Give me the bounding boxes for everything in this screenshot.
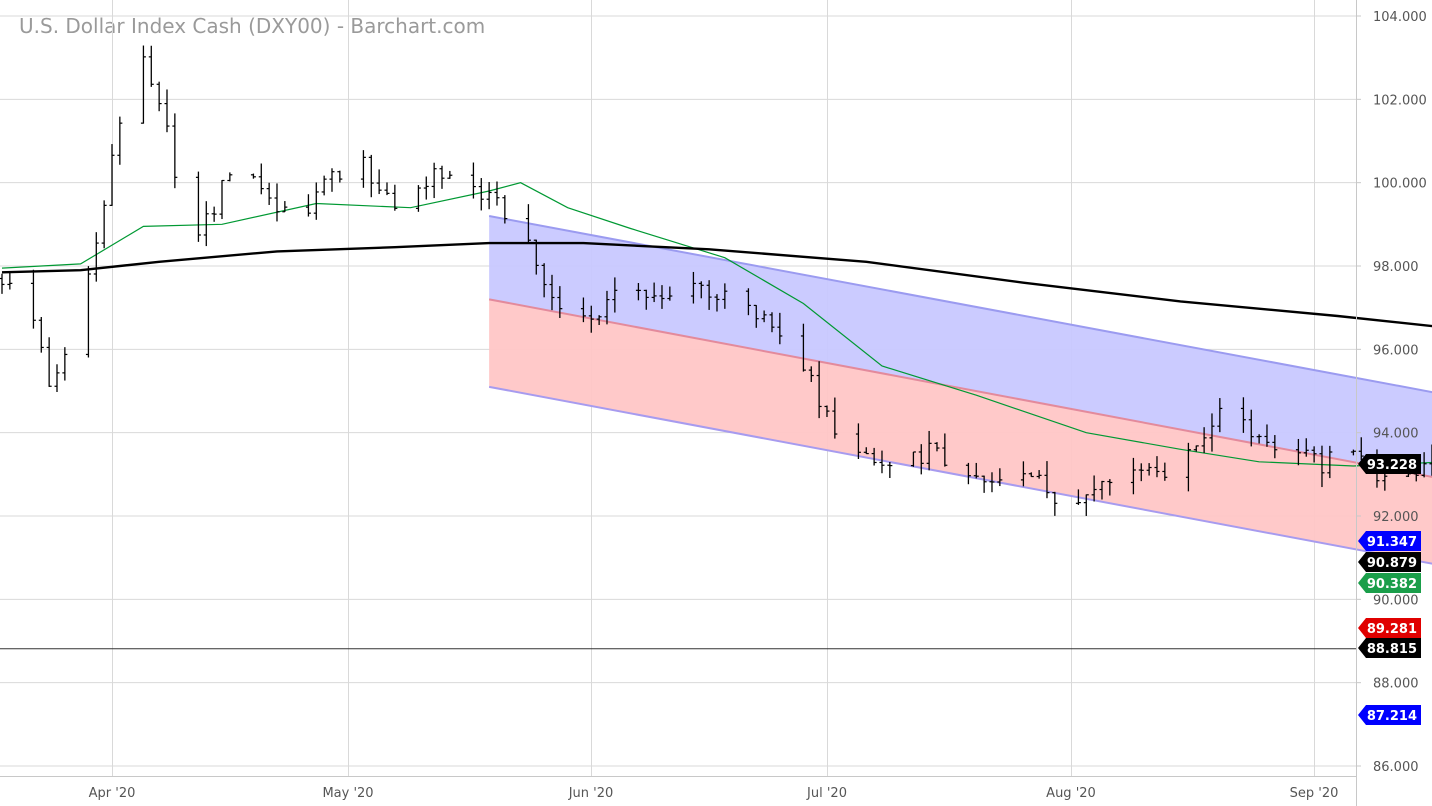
price-flag-label: 91.347 bbox=[1367, 535, 1417, 550]
x-tick-label: Sep '20 bbox=[1290, 786, 1339, 801]
y-tick-label: 86.000 bbox=[1373, 760, 1419, 775]
y-tick-label: 98.000 bbox=[1373, 260, 1419, 275]
x-tick-label: Jul '20 bbox=[806, 786, 847, 801]
y-tick-label: 90.000 bbox=[1373, 593, 1419, 608]
x-tick-label: Apr '20 bbox=[89, 786, 136, 801]
price-flag-label: 89.281 bbox=[1367, 622, 1417, 637]
y-tick-label: 88.000 bbox=[1373, 677, 1419, 692]
price-flag bbox=[1358, 705, 1421, 725]
chart-title: U.S. Dollar Index Cash (DXY00) - Barchar… bbox=[19, 14, 486, 38]
y-tick-label: 102.000 bbox=[1373, 93, 1427, 108]
price-flag bbox=[1358, 618, 1421, 638]
x-tick-label: Jun '20 bbox=[568, 786, 614, 801]
channel-upper-line bbox=[488, 215, 1432, 394]
y-tick-label: 92.000 bbox=[1373, 510, 1419, 525]
y-tick-label: 100.000 bbox=[1373, 177, 1427, 192]
price-flag-label: 87.214 bbox=[1367, 709, 1417, 724]
y-tick-label: 94.000 bbox=[1373, 427, 1419, 442]
price-flag-label: 90.382 bbox=[1367, 577, 1417, 592]
price-flag-label: 88.815 bbox=[1367, 642, 1417, 657]
channel-lower-fill bbox=[489, 299, 1432, 564]
price-flag bbox=[1358, 531, 1421, 551]
channel-upper-fill bbox=[489, 216, 1432, 477]
x-tick-label: May '20 bbox=[322, 786, 373, 801]
x-tick-label: Aug '20 bbox=[1046, 786, 1096, 801]
price-flag bbox=[1358, 573, 1421, 593]
price-flag bbox=[1358, 454, 1421, 474]
price-flag-label: 90.879 bbox=[1367, 556, 1417, 571]
moving-average-green bbox=[1, 182, 1432, 467]
price-flag bbox=[1358, 552, 1421, 572]
moving-average-black bbox=[1, 241, 1432, 328]
price-flag bbox=[1358, 638, 1421, 658]
y-tick-label: 104.000 bbox=[1373, 10, 1427, 25]
price-flag-label: 93.228 bbox=[1367, 458, 1417, 473]
y-tick-label: 96.000 bbox=[1373, 343, 1419, 358]
channel-lower-line bbox=[488, 385, 1432, 565]
